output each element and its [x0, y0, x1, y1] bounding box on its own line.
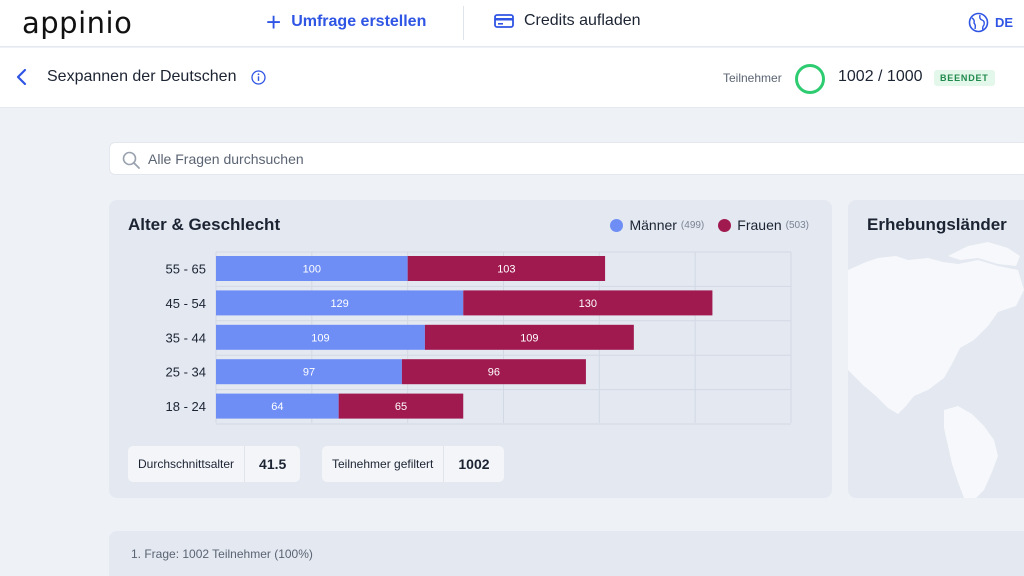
create-survey-label: Umfrage erstellen	[291, 13, 427, 30]
filtered-participants-label: Teilnehmer gefiltert	[332, 457, 434, 471]
stat-divider	[244, 446, 246, 482]
bar-label-men: 100	[303, 264, 321, 276]
age-gender-card: Alter & Geschlecht Männer (499) Frauen (…	[109, 200, 832, 498]
participants-progress-ring	[795, 64, 825, 94]
survey-header: Sexpannen der Deutschen Teilnehmer 1002 …	[0, 48, 1024, 108]
question-search	[109, 142, 1024, 175]
legend-dot-women	[718, 218, 732, 232]
plus-icon: +	[266, 7, 282, 37]
bar-women	[407, 256, 606, 281]
language-label: DE	[995, 15, 1014, 30]
search-input[interactable]	[148, 143, 1008, 174]
question-summary: 1. Frage: 1002 Teilnehmer (100%)	[131, 547, 313, 561]
average-age-value: 41.5	[259, 456, 287, 472]
filtered-participants-value: 1002	[458, 456, 490, 472]
bar-men	[216, 290, 464, 316]
age-group-label: 55 - 65	[166, 262, 206, 277]
legend-dot-men	[610, 218, 624, 232]
participants-count: 1002 / 1000	[838, 68, 923, 85]
age-gender-title: Alter & Geschlecht	[128, 215, 281, 234]
average-age-label: Durchschnittsalter	[138, 457, 235, 471]
nav-divider	[463, 6, 464, 40]
bar-women	[338, 393, 464, 419]
legend-label-men: Männer	[629, 217, 677, 233]
age-group-label: 45 - 54	[166, 296, 206, 311]
survey-countries-title: Erhebungsländer	[867, 215, 1007, 234]
create-survey-button[interactable]: + Umfrage erstellen	[266, 7, 427, 37]
bar-men	[216, 359, 402, 385]
top-nav: appinio + Umfrage erstellen Credits aufl…	[0, 0, 1024, 47]
bar-label-men: 109	[311, 332, 329, 344]
age-group-label: 35 - 44	[166, 330, 206, 345]
bar-women	[463, 290, 713, 316]
credits-label: Credits aufladen	[524, 12, 641, 29]
back-arrow-icon[interactable]	[12, 65, 32, 89]
age-group-label: 18 - 24	[166, 399, 206, 414]
bar-label-women: 109	[520, 332, 538, 344]
chart-legend: Männer (499) Frauen (503)	[610, 217, 809, 233]
language-switcher[interactable]: DE	[968, 12, 1013, 33]
bar-label-men: 129	[330, 298, 348, 310]
survey-countries-card: Erhebungsländer	[848, 200, 1024, 498]
top-up-credits-button[interactable]: Credits aufladen	[494, 12, 641, 30]
legend-label-women: Frauen	[737, 217, 782, 233]
globe-icon	[968, 12, 989, 33]
survey-title: Sexpannen der Deutschen	[47, 68, 237, 85]
legend-item-women: Frauen (503)	[718, 217, 809, 233]
map-landmass	[848, 242, 1024, 498]
legend-item-men: Männer (499)	[610, 217, 704, 233]
world-map	[848, 242, 1024, 498]
bar-men	[216, 393, 339, 419]
average-age-stat: Durchschnittsalter 41.5	[128, 446, 301, 482]
bar-women	[401, 359, 586, 385]
bar-label-men: 64	[271, 401, 283, 413]
info-icon[interactable]	[251, 70, 266, 85]
stat-divider	[443, 446, 445, 482]
bar-label-women: 103	[497, 264, 515, 276]
bar-label-men: 97	[303, 367, 315, 379]
bar-women	[424, 324, 634, 350]
status-badge: BEENDET	[934, 70, 995, 86]
participants-label: Teilnehmer	[723, 71, 782, 85]
appinio-logo[interactable]: appinio	[22, 6, 133, 40]
filtered-participants-stat: Teilnehmer gefiltert 1002	[322, 446, 504, 482]
bar-label-women: 65	[395, 401, 407, 413]
age-gender-chart: 55 - 65 100 103 45 - 54 129 130 35 - 44 109 109 2…	[166, 251, 792, 425]
bar-label-women: 96	[488, 367, 500, 379]
search-icon	[122, 151, 140, 169]
age-group-label: 25 - 34	[166, 365, 206, 380]
bar-men	[216, 256, 408, 281]
question-card: 1. Frage: 1002 Teilnehmer (100%)	[109, 531, 1024, 576]
bar-label-women: 130	[579, 298, 597, 310]
legend-count-women: (503)	[785, 219, 809, 231]
credit-card-icon	[494, 14, 514, 28]
bar-men	[216, 324, 425, 350]
legend-count-men: (499)	[680, 219, 705, 231]
